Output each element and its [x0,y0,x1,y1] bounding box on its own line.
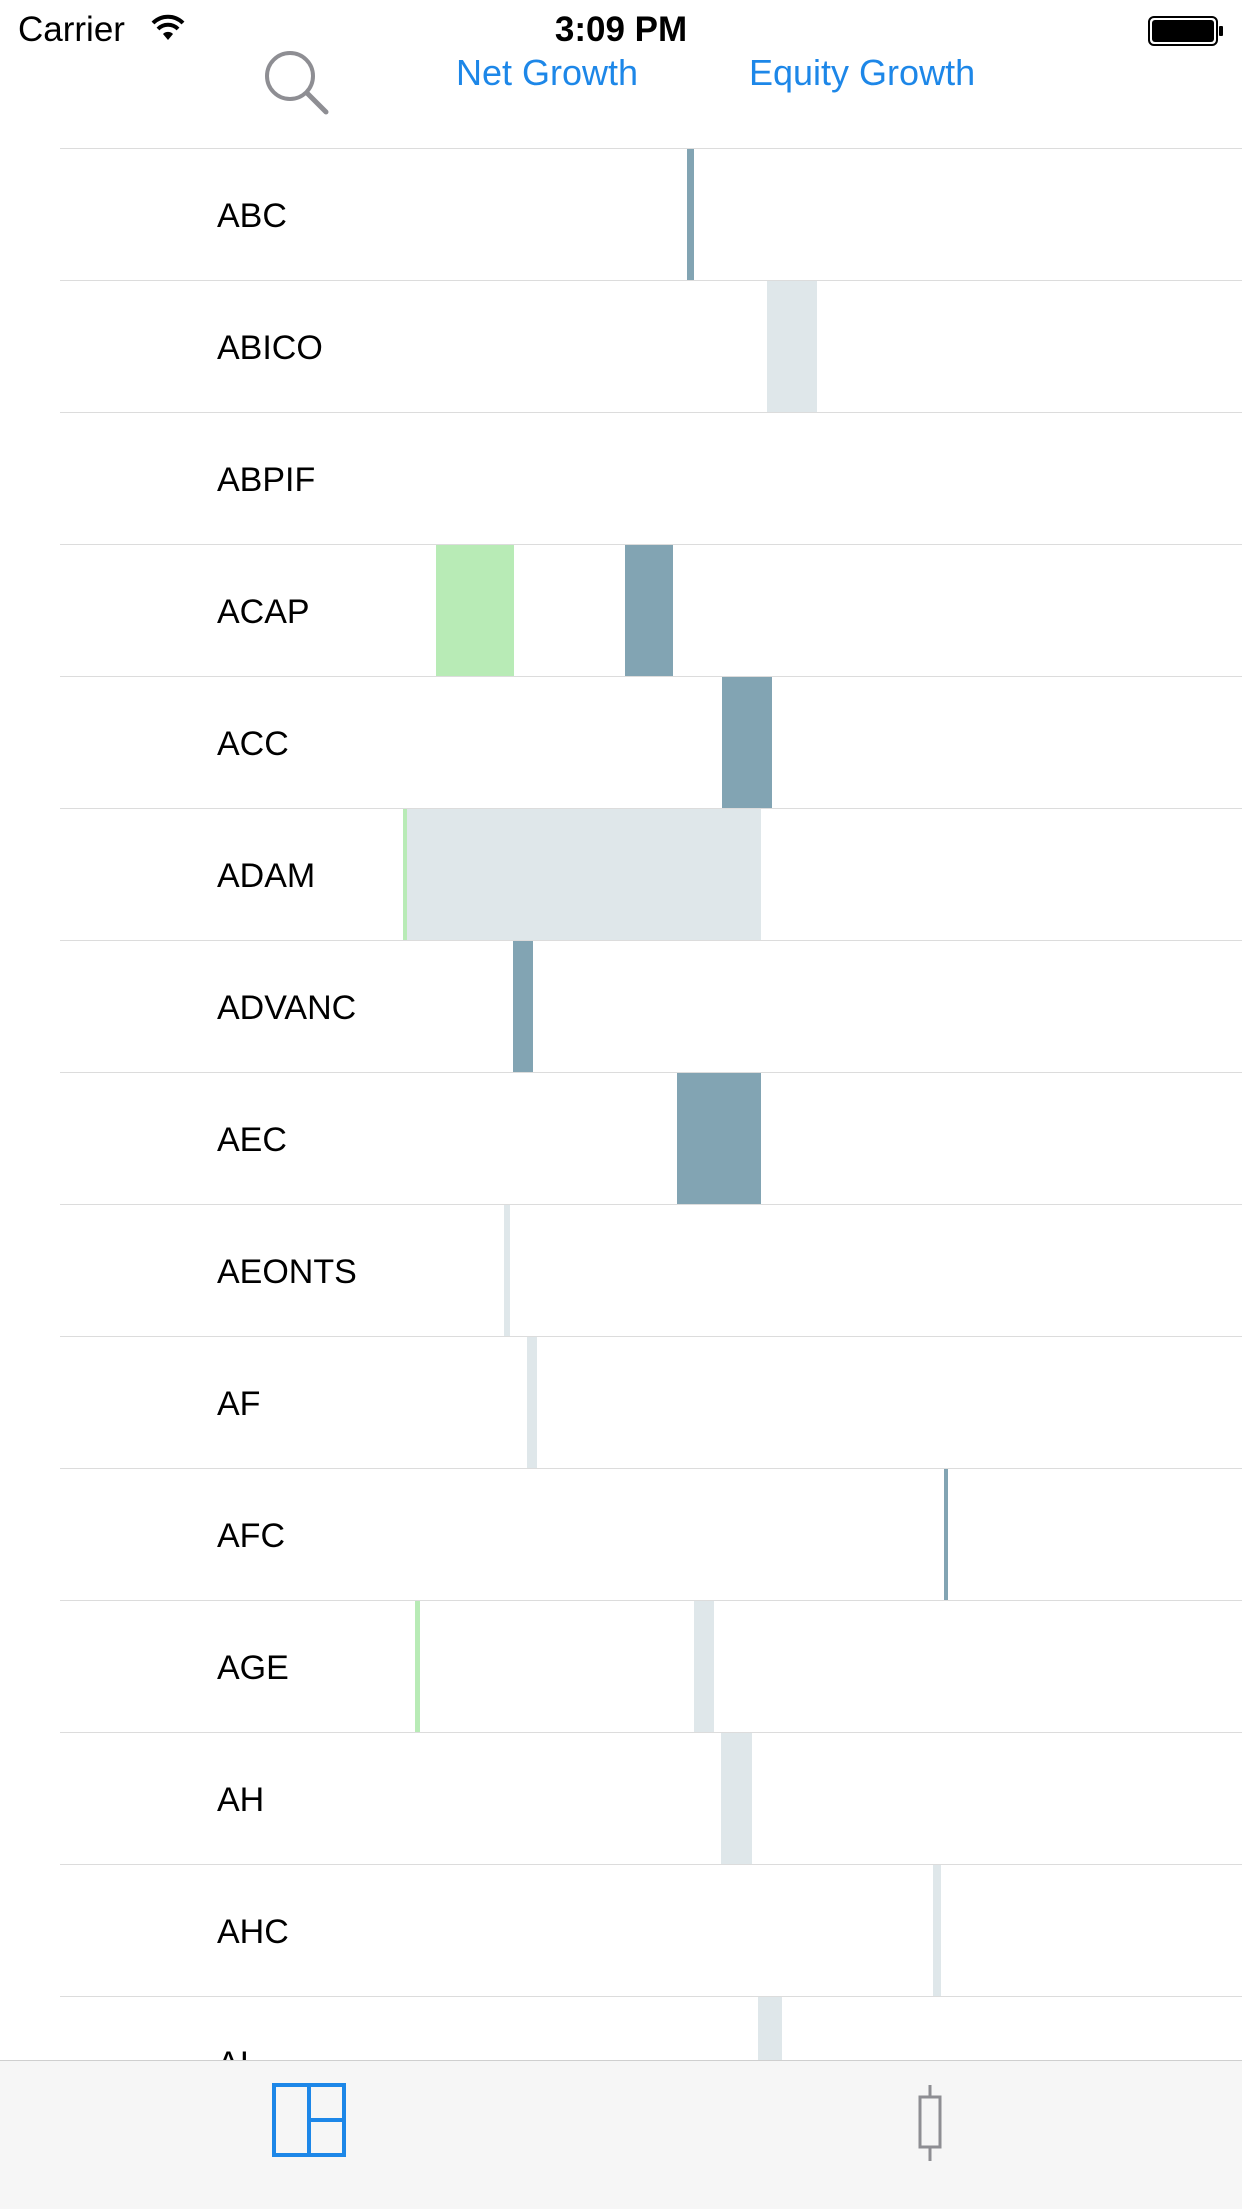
growth-bar [694,1601,714,1733]
list-row-age[interactable]: AGE [60,1600,1242,1733]
row-label: AFC [217,1517,285,1555]
growth-bar [625,545,673,677]
growth-bar [677,1073,761,1205]
row-label: ADVANC [217,989,357,1027]
stock-list[interactable]: ABC ABICO ABPIF ACAP ACC ADAM ADVANC AEC… [0,148,1242,2060]
list-row-af[interactable]: AF [60,1336,1242,1469]
growth-bar [933,1865,941,1997]
battery-icon [1148,16,1224,51]
wifi-icon [150,14,186,47]
row-label: AHC [217,1913,289,1951]
list-row-abpif[interactable]: ABPIF [60,412,1242,545]
tab-bar [0,2060,1242,2209]
row-label: ADAM [217,857,316,895]
list-row-adam[interactable]: ADAM [60,808,1242,941]
growth-bar [403,809,761,941]
list-row-ah[interactable]: AH [60,1732,1242,1865]
row-label: ACC [217,725,289,763]
clock: 3:09 PM [554,10,688,49]
list-row-acap[interactable]: ACAP [60,544,1242,677]
row-label: ACAP [217,593,310,631]
growth-bar [767,281,817,413]
list-row-acc[interactable]: ACC [60,676,1242,809]
row-label: ABC [217,197,287,235]
tab-candlestick-view[interactable] [850,2061,1010,2209]
list-row-ahc[interactable]: AHC [60,1864,1242,1997]
row-label: AEONTS [217,1253,357,1291]
search-icon[interactable] [258,44,334,125]
tab-grid-view[interactable] [230,2061,390,2209]
net-growth-button[interactable]: Net Growth [456,52,639,93]
list-row-aec[interactable]: AEC [60,1072,1242,1205]
row-label: AGE [217,1649,289,1687]
carrier-label: Carrier [18,10,125,49]
equity-growth-bar [415,1601,420,1733]
equity-growth-bar [403,809,407,941]
growth-bar [758,1997,782,2060]
list-row-abc[interactable]: ABC [60,148,1242,281]
growth-bar [504,1205,510,1337]
growth-bar [513,941,533,1073]
row-label: AF [217,1385,261,1423]
growth-bar [721,1733,752,1865]
list-row-aeonts[interactable]: AEONTS [60,1204,1242,1337]
growth-bar [722,677,772,809]
list-row-ai[interactable]: AI [60,1996,1242,2060]
growth-bar [527,1337,537,1469]
list-row-afc[interactable]: AFC [60,1468,1242,1601]
list-row-advanc[interactable]: ADVANC [60,940,1242,1073]
row-label: AI [217,2045,249,2060]
growth-bar [687,149,694,281]
equity-growth-bar [436,545,514,677]
row-label: AH [217,1781,265,1819]
top-nav: Net Growth Equity Growth [0,40,1242,120]
status-bar: Carrier 3:09 PM [0,0,1242,60]
row-label: ABPIF [217,461,316,499]
growth-bar [944,1469,948,1601]
equity-growth-button[interactable]: Equity Growth [749,52,976,93]
list-row-abico[interactable]: ABICO [60,280,1242,413]
row-label: ABICO [217,329,323,367]
row-label: AEC [217,1121,287,1159]
